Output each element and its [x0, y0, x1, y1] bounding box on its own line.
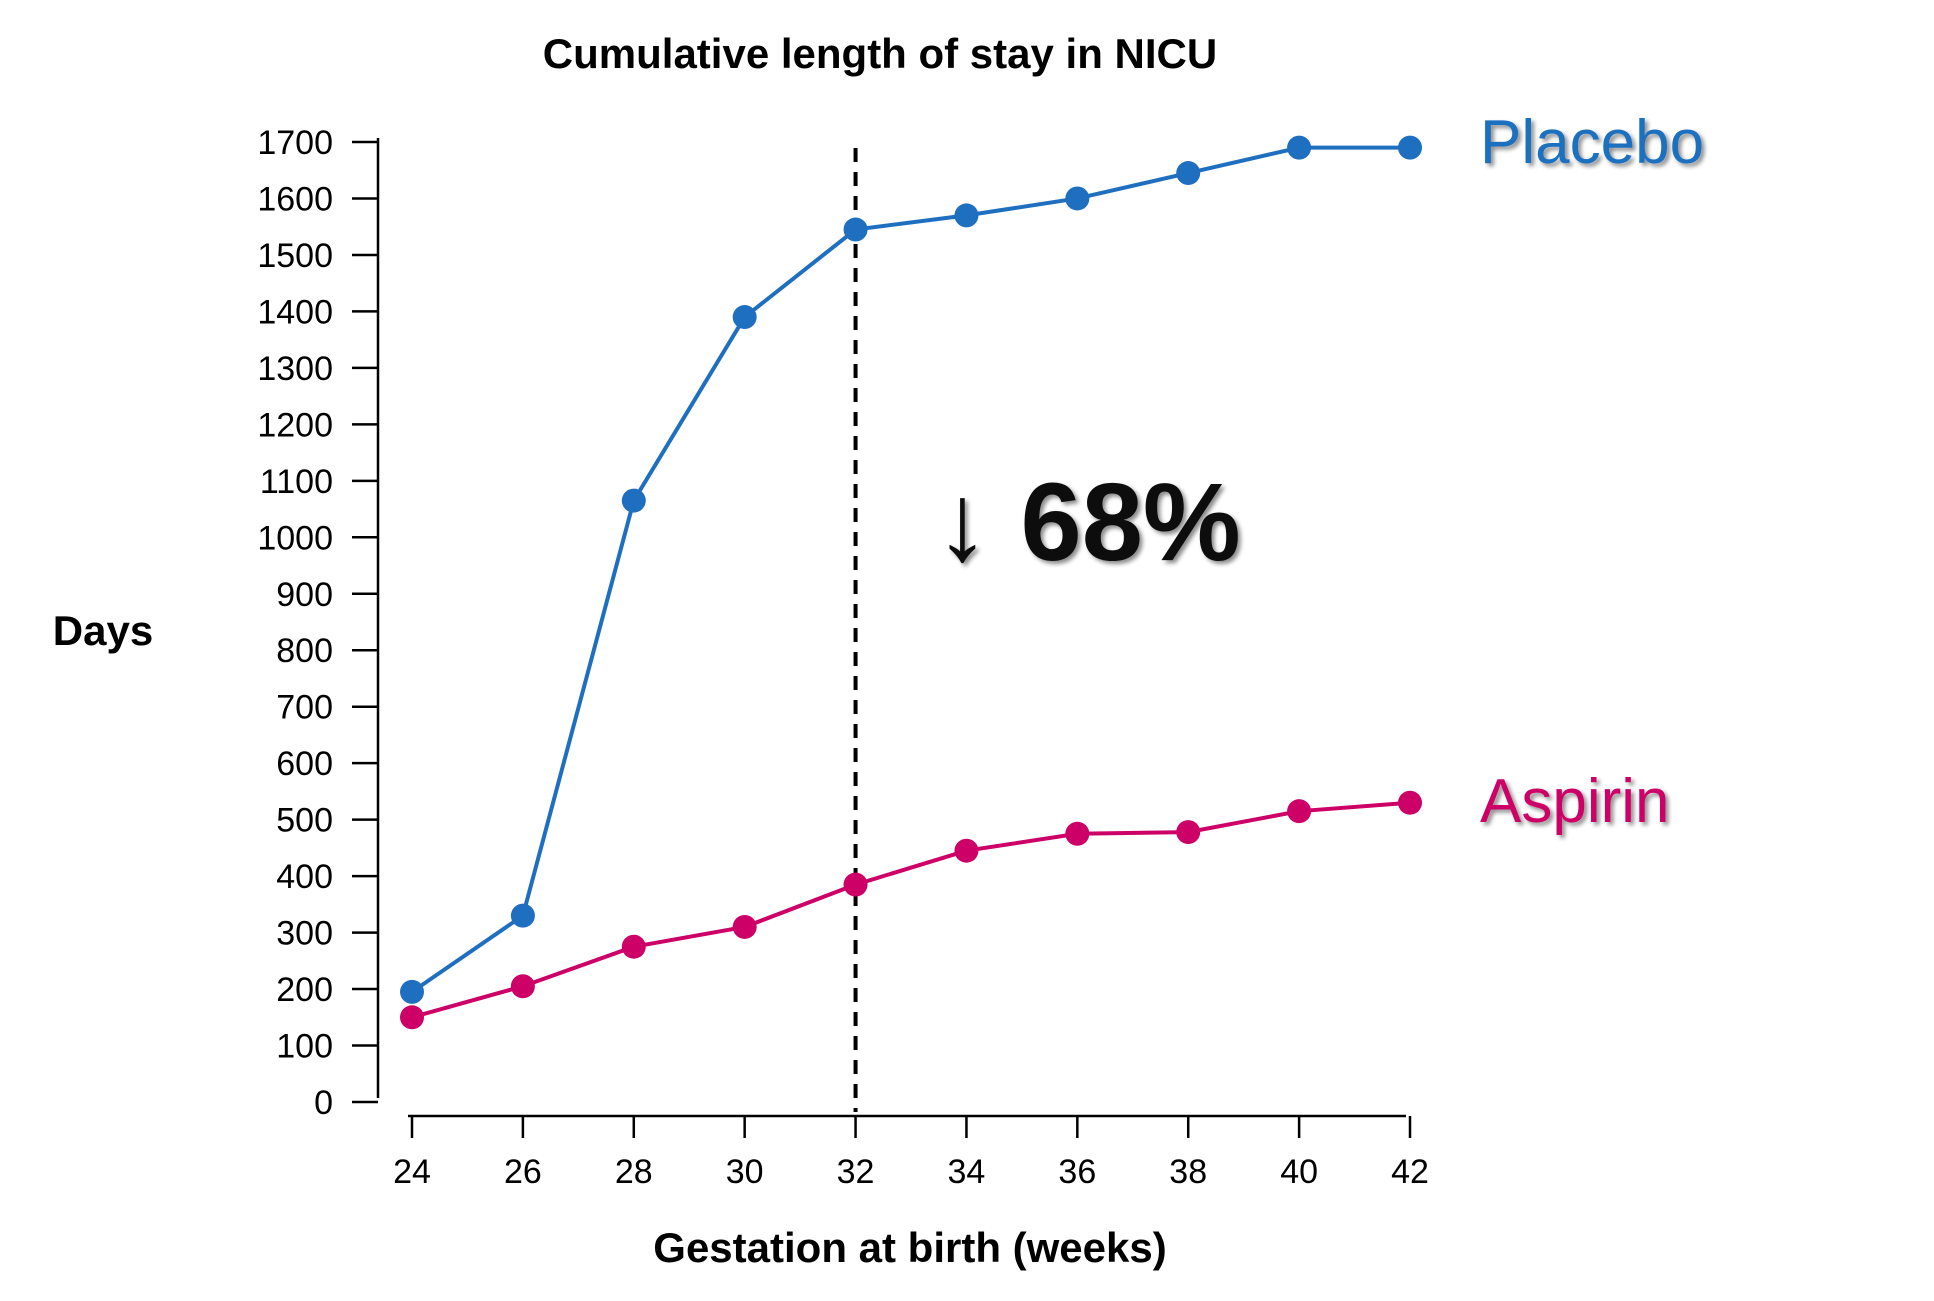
- data-point-placebo: [621, 488, 646, 513]
- series-label-aspirin: Aspirin: [1480, 767, 1670, 836]
- data-point-aspirin: [400, 1005, 424, 1030]
- data-point-aspirin: [732, 914, 757, 939]
- chart-title: Cumulative length of stay in NICU: [543, 30, 1217, 77]
- data-point-aspirin: [1287, 799, 1312, 824]
- data-point-placebo: [400, 979, 424, 1004]
- data-point-aspirin: [621, 934, 646, 959]
- series-group: [400, 135, 1422, 1030]
- y-tick-label: 1700: [257, 124, 333, 162]
- y-tick-label: 900: [276, 576, 333, 614]
- x-tick-label: 28: [615, 1153, 653, 1191]
- y-tick-label: 1400: [257, 293, 333, 331]
- y-axis-label: Days: [53, 607, 153, 654]
- x-tick-label: 40: [1280, 1153, 1318, 1191]
- y-tick-label: 1300: [257, 350, 333, 388]
- data-point-aspirin: [510, 974, 535, 999]
- x-ticks: 24 26 28 30 32 34 36 38 40 42: [393, 1116, 1429, 1191]
- y-tick-label: 1100: [260, 463, 333, 501]
- data-point-placebo: [954, 203, 979, 228]
- x-axis-label: Gestation at birth (weeks): [653, 1224, 1166, 1271]
- y-tick-label: 700: [276, 689, 333, 727]
- y-tick-label: 600: [276, 745, 333, 783]
- data-point-placebo: [1176, 161, 1201, 186]
- data-point-aspirin: [1398, 790, 1422, 815]
- x-tick-label: 36: [1058, 1153, 1096, 1191]
- x-tick-label: 38: [1169, 1153, 1207, 1191]
- x-tick-label: 24: [393, 1153, 431, 1191]
- data-point-placebo: [843, 217, 868, 242]
- y-tick-label: 1500: [257, 237, 333, 275]
- x-tick-label: 26: [504, 1153, 542, 1191]
- y-ticks: 0 100 200 300 400 500 600 700 800 900 1000 1100 1200…: [257, 124, 378, 1122]
- x-tick-label: 32: [837, 1153, 875, 1191]
- data-point-aspirin: [1176, 820, 1201, 845]
- y-tick-label: 500: [276, 802, 333, 840]
- y-tick-label: 1200: [257, 406, 333, 444]
- data-point-placebo: [732, 305, 757, 330]
- y-tick-label: 300: [276, 915, 333, 953]
- y-tick-label: 100: [276, 1028, 333, 1066]
- data-point-placebo: [1287, 135, 1312, 160]
- data-point-placebo: [1065, 186, 1090, 211]
- y-tick-label: 1000: [257, 519, 333, 557]
- y-tick-label: 1600: [257, 180, 333, 218]
- x-tick-label: 34: [948, 1153, 986, 1191]
- data-point-placebo: [510, 903, 535, 928]
- x-tick-label: 30: [726, 1153, 764, 1191]
- y-tick-label: 0: [314, 1084, 333, 1122]
- series-line-aspirin: [411, 800, 1411, 1020]
- y-tick-label: 200: [276, 971, 333, 1009]
- series-line-placebo: [410, 145, 1410, 994]
- data-point-aspirin: [954, 838, 979, 863]
- data-point-aspirin: [1065, 821, 1090, 846]
- y-tick-label: 400: [276, 858, 333, 896]
- x-tick-label: 42: [1391, 1153, 1429, 1191]
- data-point-aspirin: [843, 872, 868, 897]
- reduction-annotation: ↓ 68%: [935, 461, 1241, 584]
- series-label-placebo: Placebo: [1480, 108, 1704, 177]
- y-tick-label: 800: [276, 632, 333, 670]
- data-point-placebo: [1398, 135, 1422, 160]
